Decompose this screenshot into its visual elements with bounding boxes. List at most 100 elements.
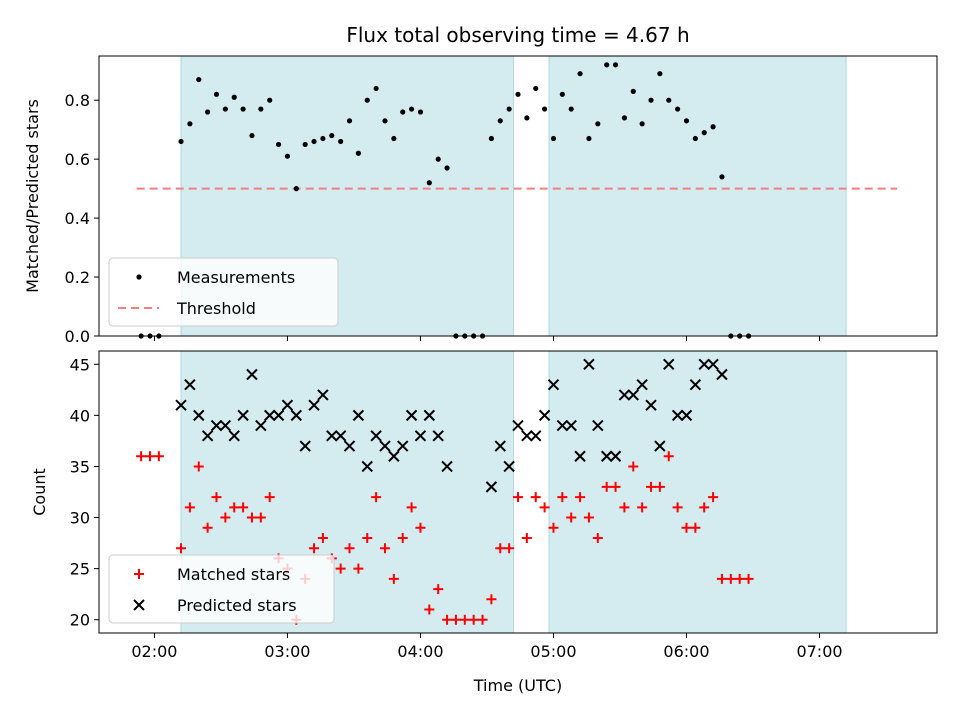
predicted-stars-point (228, 430, 240, 442)
predicted-stars-point (405, 409, 418, 422)
measurement-point (630, 88, 636, 94)
matched-stars-point (734, 573, 745, 584)
measurement-point (639, 121, 645, 127)
measurement-point (488, 135, 494, 142)
matched-stars-point (415, 522, 426, 533)
observing-window-2 (548, 55, 847, 337)
predicted-stars-point (397, 440, 409, 452)
predicted-stars-point (299, 440, 311, 452)
measurement-point (417, 109, 424, 115)
x-axis-label: Time (UTC) (473, 676, 562, 695)
measurement-point (506, 106, 512, 112)
x-tick-label: 05:00 (530, 642, 576, 661)
predicted-stars-point (538, 409, 551, 422)
matched-stars-point (619, 502, 630, 513)
measurement-point (205, 109, 211, 115)
legend: Measurements Threshold (108, 257, 339, 327)
y-tick-label: 20 (70, 611, 90, 630)
matched-stars-point (646, 481, 657, 492)
predicted-stars-point (432, 430, 444, 442)
matched-stars-point (477, 614, 488, 625)
legend-label: Threshold (176, 299, 256, 318)
measurement-point (657, 71, 663, 77)
predicted-stars-point (592, 419, 604, 432)
predicted-stars-point (175, 399, 187, 411)
measurement-point (275, 141, 282, 148)
measurement-point (612, 62, 619, 68)
matched-stars-point (371, 492, 382, 503)
matched-stars-point (317, 532, 328, 543)
matched-stars-point (699, 502, 710, 513)
predicted-stars-point (698, 358, 710, 370)
predicted-stars-point (184, 379, 196, 391)
matched-stars-point (264, 492, 275, 503)
matched-stars-point (663, 451, 674, 462)
predicted-stars-point (556, 419, 569, 432)
matched-stars-point (211, 492, 222, 503)
top-y-axis-label: Matched/Predicted stars (23, 99, 42, 293)
y-tick-label: 0.6 (65, 150, 90, 169)
matched-stars-point (459, 614, 470, 625)
matched-stars-point (486, 594, 497, 605)
predicted-stars-point (201, 430, 214, 442)
matched-stars-point (575, 492, 586, 503)
measurement-point (559, 91, 565, 97)
bottom-y-axis-label: Count (30, 468, 49, 516)
matched-stars-point (153, 451, 164, 462)
axes-frame (98, 350, 938, 634)
measurement-point (621, 115, 628, 121)
data-points (136, 358, 754, 625)
predicted-stars-point (663, 358, 675, 370)
predicted-stars-point (388, 450, 400, 462)
predicted-stars-point (334, 430, 347, 442)
predicted-stars-point (716, 368, 728, 381)
legend-box (108, 554, 335, 624)
matched-stars-point (725, 573, 736, 584)
measurement-point (364, 97, 370, 103)
predicted-stars-point (512, 419, 524, 432)
matched-stars-point (424, 604, 435, 615)
x-tick-label: 06:00 (663, 642, 709, 661)
matched-stars-point (601, 481, 612, 492)
matched-stars-point (530, 492, 541, 503)
measurement-point (586, 135, 592, 142)
predicted-stars-point (423, 409, 436, 422)
measurement-point (382, 118, 388, 124)
measurement-point (701, 130, 707, 136)
measurement-point (373, 85, 379, 92)
measurement-point (675, 106, 681, 112)
predicted-stars-point (671, 409, 684, 422)
predicted-stars-point (707, 358, 719, 370)
predicted-stars-point (246, 368, 258, 381)
legend: Matched stars Predicted stars (108, 554, 335, 624)
measurement-point (231, 94, 237, 100)
y-tick-label: 40 (70, 406, 90, 425)
matched-stars-point (583, 512, 594, 523)
measurement-point (346, 118, 353, 124)
measurement-point (577, 71, 583, 77)
predicted-stars-point (193, 409, 205, 422)
measurement-point (338, 138, 344, 145)
bottom-panel: 20 25 30 35 40 45 02:00 03:00 04:00 05:00 06:00 07:… (70, 350, 938, 661)
matched-stars-point (229, 502, 240, 513)
matched-stars-point (144, 451, 155, 462)
measurement-point (178, 138, 184, 145)
predicted-stars-point (263, 409, 276, 422)
predicted-stars-point (574, 450, 586, 462)
matched-stars-point (450, 614, 461, 625)
measurement-point (391, 135, 397, 142)
matched-stars-point (521, 532, 532, 543)
axes-frame (98, 55, 938, 337)
measurement-point (444, 165, 450, 171)
predicted-stars-point (547, 379, 560, 391)
predicted-stars-point (636, 379, 648, 391)
matched-stars-point (220, 512, 231, 523)
matched-stars-point (442, 614, 453, 625)
matched-stars-point (743, 573, 754, 584)
y-tick-label: 0.4 (65, 209, 90, 228)
predicted-stars-point (583, 358, 595, 370)
predicted-stars-point (379, 440, 391, 452)
measurement-point (683, 118, 690, 124)
matched-stars-point (690, 522, 701, 533)
matched-stars-point (246, 512, 257, 523)
